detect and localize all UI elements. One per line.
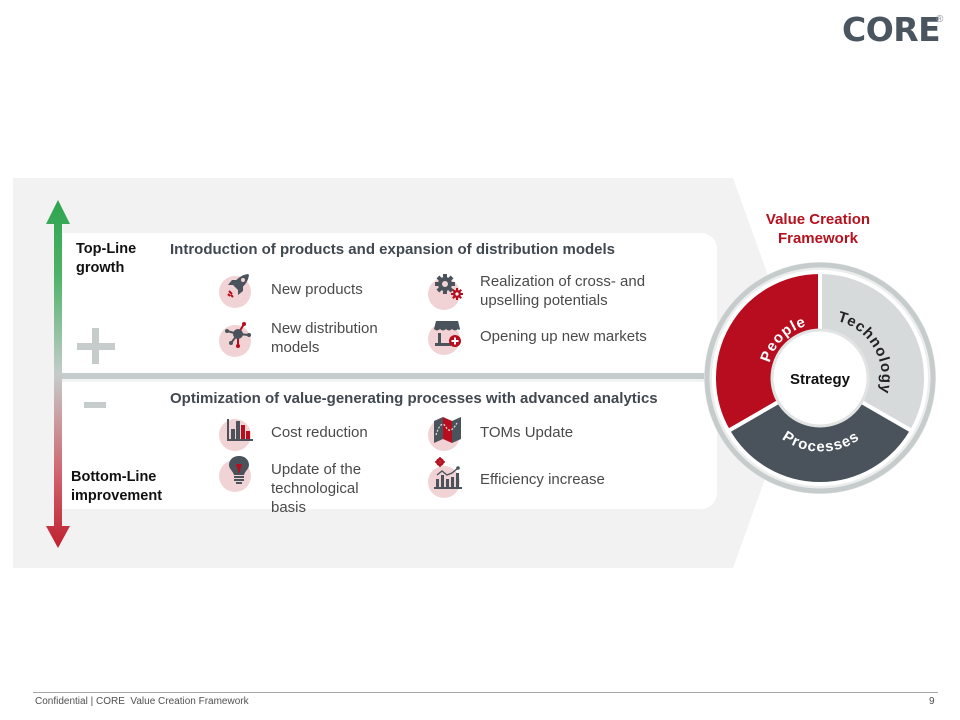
bar-chart-icon [227, 419, 253, 441]
item-new-products: New products [219, 272, 363, 308]
bottom-section-heading: Optimization of value-generating process… [170, 390, 658, 407]
growth-axis-arrow [46, 200, 70, 548]
registered-mark: ® [936, 14, 944, 25]
strategy-label: Strategy [790, 371, 851, 388]
footer-divider [33, 692, 938, 693]
item-new-distribution-models: New distribution models [219, 319, 378, 357]
item-label: Opening up new markets [480, 327, 647, 345]
item-label: Realization of cross- and upselling pote… [480, 273, 646, 309]
core-logo: CORE [842, 10, 941, 49]
page-number: 9 [929, 696, 935, 707]
top-section-heading: Introduction of products and expansion o… [170, 241, 615, 258]
lightbulb-icon [229, 456, 249, 484]
bottom-line-label: Bottom-Line improvement [71, 469, 163, 504]
plus-icon [77, 328, 115, 364]
market-stall-icon [434, 321, 461, 347]
item-label: Efficiency increase [480, 470, 605, 488]
gears-icon [435, 274, 463, 300]
section-divider [62, 373, 712, 379]
map-icon [434, 417, 461, 443]
item-label: Cost reduction [271, 423, 368, 441]
rocket-icon [227, 274, 249, 298]
bottom-line-box [62, 382, 717, 509]
analytics-icon [434, 457, 462, 489]
item-label: TOMs Update [480, 423, 574, 441]
item-label: New products [271, 280, 363, 298]
footer-text: Confidential | CORE Value Creation Frame… [35, 696, 249, 707]
item-label: New distribution models [271, 320, 378, 356]
item-cost-reduction: Cost reduction [219, 415, 368, 451]
item-label: Update of the technological basis [271, 461, 362, 516]
item-toms-update: TOMs Update [428, 415, 574, 451]
item-new-markets: Opening up new markets [428, 319, 647, 355]
top-line-label: Top-Line growth [76, 241, 137, 276]
item-tech-basis: Update of the technological basis [219, 456, 362, 517]
segment-processes [725, 375, 915, 487]
top-line-box [62, 233, 717, 374]
value-creation-wheel: Strategy People Technology Processes [704, 262, 936, 494]
framework-title: Value Creation Framework [765, 211, 871, 247]
minus-icon [84, 402, 106, 408]
item-cross-upselling: Realization of cross- and upselling pote… [428, 272, 645, 310]
item-efficiency-increase: Efficiency increase [428, 457, 605, 498]
network-icon [225, 322, 251, 348]
